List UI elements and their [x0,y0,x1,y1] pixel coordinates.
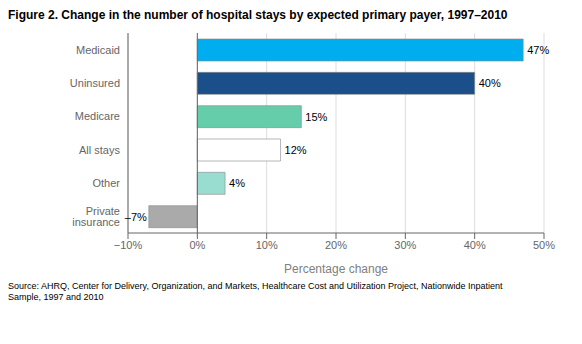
svg-text:15%: 15% [305,111,327,123]
svg-text:Medicaid: Medicaid [76,44,120,56]
svg-text:50%: 50% [533,239,555,251]
svg-text:10%: 10% [256,239,278,251]
svg-text:Privateinsurance: Privateinsurance [72,205,120,228]
svg-text:20%: 20% [325,239,347,251]
svg-text:−10%: −10% [114,239,143,251]
svg-text:47%: 47% [527,44,549,56]
svg-text:–7%: –7% [125,211,147,223]
svg-text:Percentage change: Percentage change [284,262,388,276]
svg-text:All stays: All stays [79,144,120,156]
svg-text:12%: 12% [285,144,307,156]
svg-text:4%: 4% [229,177,245,189]
html-text:Figure 2. Change in the number: Figure 2. Change in the number of hospit… [8,8,508,22]
svg-text:30%: 30% [394,239,416,251]
svg-text:40%: 40% [479,77,501,89]
svg-text:Medicare: Medicare [75,110,120,122]
svg-text:40%: 40% [464,239,486,251]
svg-text:Uninsured: Uninsured [70,77,120,89]
svg-text:Other: Other [92,177,120,189]
html-text:Source: AHRQ, Center for Deliv: Source: AHRQ, Center for Delivery, Organ… [8,281,503,302]
svg-text:0%: 0% [189,239,205,251]
